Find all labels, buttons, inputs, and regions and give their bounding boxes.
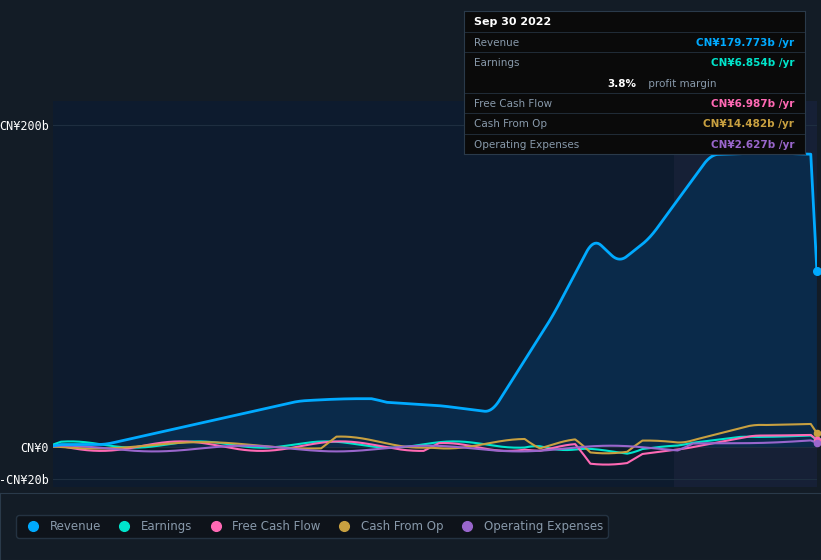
Text: profit margin: profit margin: [645, 78, 717, 88]
Point: [810, 436, 821, 445]
Point: [810, 438, 821, 447]
Text: CN¥14.482b /yr: CN¥14.482b /yr: [704, 119, 795, 129]
Text: Free Cash Flow: Free Cash Flow: [474, 99, 553, 109]
Text: 3.8%: 3.8%: [607, 78, 636, 88]
Text: Revenue: Revenue: [474, 38, 519, 48]
Text: CN¥6.987b /yr: CN¥6.987b /yr: [711, 99, 795, 109]
Point: [810, 428, 821, 437]
Text: Operating Expenses: Operating Expenses: [474, 140, 580, 150]
Point: [810, 435, 821, 444]
Legend: Revenue, Earnings, Free Cash Flow, Cash From Op, Operating Expenses: Revenue, Earnings, Free Cash Flow, Cash …: [16, 515, 608, 538]
Text: CN¥179.773b /yr: CN¥179.773b /yr: [696, 38, 795, 48]
Text: Cash From Op: Cash From Op: [474, 119, 547, 129]
Bar: [53, 101, 674, 487]
Bar: [674, 101, 817, 487]
Text: CN¥2.627b /yr: CN¥2.627b /yr: [711, 140, 795, 150]
Point: [810, 267, 821, 276]
Text: Earnings: Earnings: [474, 58, 520, 68]
Text: CN¥6.854b /yr: CN¥6.854b /yr: [711, 58, 795, 68]
Text: Sep 30 2022: Sep 30 2022: [474, 17, 552, 27]
